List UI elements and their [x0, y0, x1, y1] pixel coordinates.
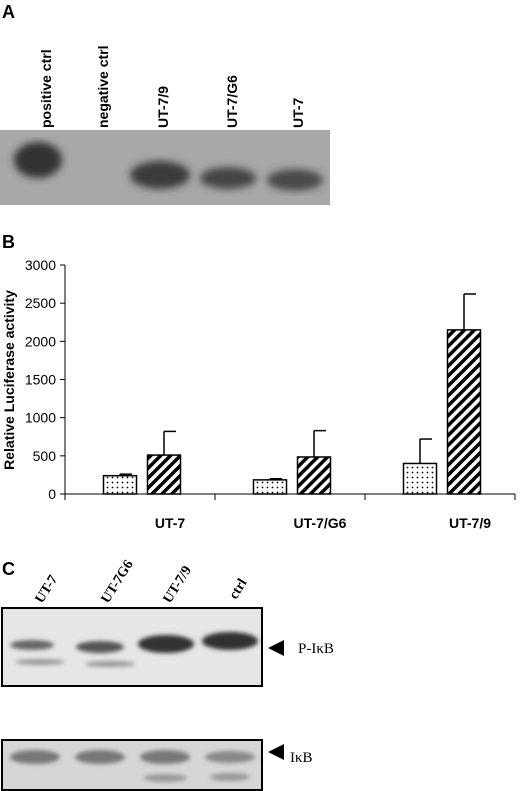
- lane-label: UT-7/9: [161, 564, 195, 606]
- y-tick-label: 500: [33, 448, 57, 464]
- y-tick-label: 3000: [25, 257, 56, 273]
- bar: [252, 479, 288, 495]
- bar: [146, 454, 182, 495]
- blot-bands: [10, 750, 255, 782]
- blot: [1, 739, 263, 791]
- arrow: [268, 744, 284, 760]
- bar: [446, 329, 482, 495]
- lane-label: negative ctrl: [95, 46, 111, 128]
- lane-label: UT-7/9: [155, 86, 171, 128]
- y-tick-label: 0: [48, 486, 56, 502]
- lane-label: UT-7G6: [99, 558, 137, 606]
- x-tick-label: UT-7/G6: [294, 515, 347, 531]
- y-tick-label: 1500: [25, 372, 56, 388]
- y-tick-label: 1000: [25, 410, 56, 426]
- x-axis-ticks: [64, 494, 516, 500]
- bar: [296, 456, 332, 495]
- gel-bands: [14, 142, 323, 191]
- lane-label: positive ctrl: [38, 49, 54, 128]
- blot-bands: [10, 632, 258, 667]
- arrow: [268, 640, 284, 656]
- blot-label: IκB: [290, 750, 313, 766]
- panel-label: C: [2, 559, 15, 579]
- lane-label: UT-7: [33, 573, 62, 606]
- blot-label: P-IκB: [298, 641, 334, 657]
- x-tick-label: UT-7/9: [449, 515, 491, 531]
- y-axis-label: Relative Luciferase activity: [1, 290, 17, 470]
- lane-label: UT-7/G6: [224, 75, 240, 128]
- y-tick-label: 2000: [25, 333, 56, 349]
- lane-label: ctrl: [227, 576, 251, 602]
- bar: [402, 462, 438, 495]
- panel-label: A: [2, 2, 15, 22]
- x-tick-label: UT-7: [155, 515, 186, 531]
- bar: [102, 474, 138, 495]
- lane-label: UT-7: [290, 97, 306, 128]
- y-tick-label: 2500: [25, 295, 56, 311]
- panel-label: B: [2, 232, 15, 252]
